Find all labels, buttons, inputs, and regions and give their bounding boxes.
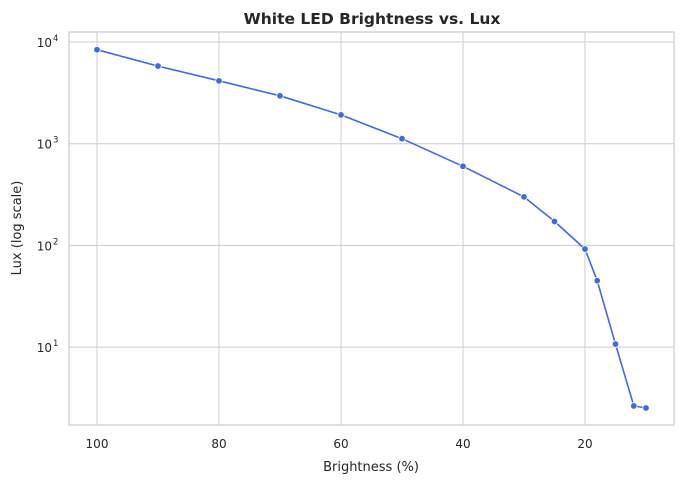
data-point-marker — [520, 193, 528, 201]
x-axis-label: Brightness (%) — [323, 460, 419, 475]
data-point-marker — [337, 111, 345, 119]
data-point-marker — [642, 404, 650, 412]
y-axis-label: Lux (log scale) — [10, 181, 25, 276]
y-tick-label: 10 — [37, 239, 52, 253]
plot-frame — [68, 31, 675, 426]
y-tick-exponent: 4 — [53, 34, 58, 44]
data-point-marker — [550, 217, 559, 226]
x-tick-label: 80 — [211, 437, 226, 451]
x-axis-ticks: 100 80 60 40 20 — [86, 437, 593, 451]
gridlines — [69, 32, 674, 425]
x-tick-label: 60 — [333, 437, 348, 451]
y-tick-label: 10 — [37, 341, 52, 355]
data-point-marker — [593, 276, 601, 285]
data-point-marker — [93, 46, 101, 54]
data-point-marker — [398, 134, 406, 143]
x-tick-label: 100 — [86, 437, 109, 451]
data-point-marker — [581, 245, 589, 253]
x-tick-label: 20 — [577, 437, 592, 451]
data-point-marker — [630, 402, 638, 410]
data-point-marker — [154, 62, 162, 70]
data-point-marker — [459, 162, 467, 170]
data-point-marker — [215, 77, 223, 85]
series-line — [96, 48, 647, 409]
data-point-marker — [611, 340, 620, 348]
y-tick-label: 10 — [37, 36, 52, 50]
x-tick-label: 40 — [455, 437, 470, 451]
chart-title: White LED Brightness vs. Lux — [244, 10, 501, 28]
y-tick-exponent: 2 — [53, 237, 58, 247]
data-point-marker — [276, 92, 284, 100]
data-series — [93, 46, 650, 412]
y-tick-exponent: 1 — [53, 339, 58, 349]
y-tick-label: 10 — [37, 138, 52, 152]
y-tick-exponent: 3 — [53, 136, 58, 146]
